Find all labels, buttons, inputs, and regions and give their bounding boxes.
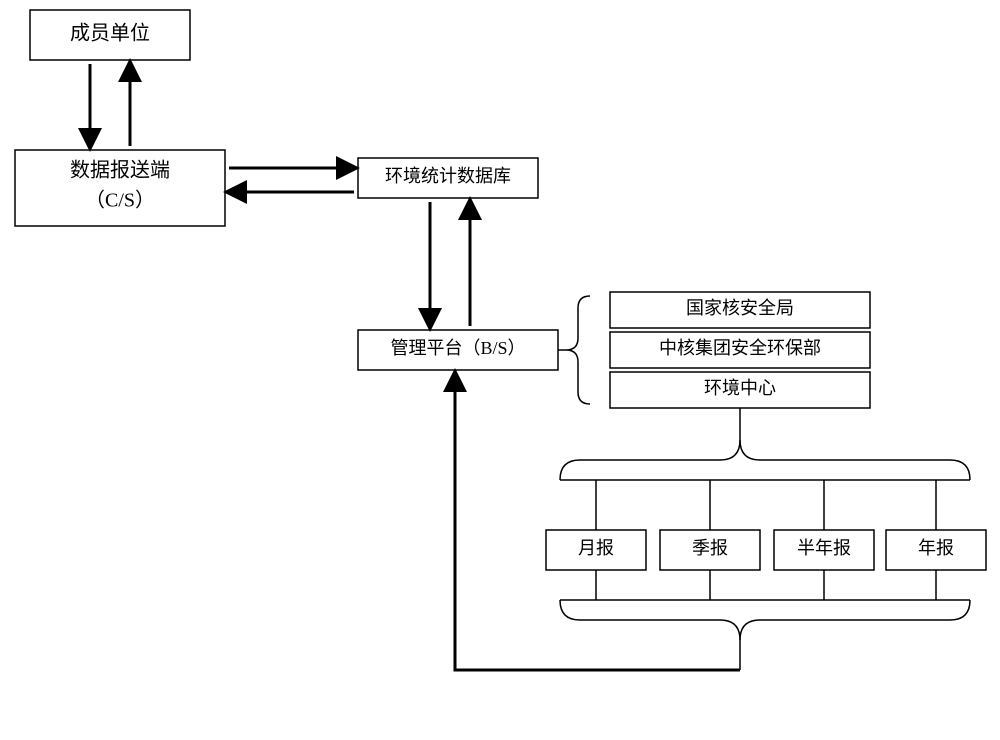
arrow-reports-to-platform <box>455 374 740 670</box>
svg-text:（C/S）: （C/S） <box>85 189 155 212</box>
node-report-quarterly: 季报 <box>660 530 760 570</box>
svg-text:月报: 月报 <box>578 538 614 558</box>
node-env-db: 环境统计数据库 <box>358 158 538 198</box>
arrow-db-to-platform <box>430 202 470 326</box>
svg-text:环境中心: 环境中心 <box>704 378 776 398</box>
arrow-member-to-sender <box>90 64 130 146</box>
node-report-monthly: 月报 <box>546 530 646 570</box>
svg-text:半年报: 半年报 <box>797 538 851 558</box>
node-mgmt-platform: 管理平台（B/S） <box>358 330 558 370</box>
svg-text:管理平台（B/S）: 管理平台（B/S） <box>390 338 525 358</box>
node-member-unit: 成员单位 <box>30 10 190 60</box>
svg-text:国家核安全局: 国家核安全局 <box>686 298 794 318</box>
svg-text:环境统计数据库: 环境统计数据库 <box>385 166 511 186</box>
node-report-semiannual: 半年报 <box>774 530 874 570</box>
svg-text:数据报送端: 数据报送端 <box>70 159 170 182</box>
node-org3: 环境中心 <box>610 372 870 408</box>
bracket-reports-bottom <box>560 570 970 670</box>
svg-text:成员单位: 成员单位 <box>70 22 150 45</box>
diagram-canvas: 成员单位 数据报送端 （C/S） 环境统计数据库 管理平台（B/S） 国家核安全… <box>0 0 1000 740</box>
svg-text:年报: 年报 <box>918 538 954 558</box>
arrow-sender-to-db <box>229 168 354 192</box>
svg-text:中核集团安全环保部: 中核集团安全环保部 <box>659 338 821 358</box>
node-report-annual: 年报 <box>886 530 986 570</box>
node-org1: 国家核安全局 <box>610 292 870 328</box>
svg-text:季报: 季报 <box>692 538 728 558</box>
node-org2: 中核集团安全环保部 <box>610 332 870 368</box>
node-data-sender: 数据报送端 （C/S） <box>15 150 225 226</box>
bracket-platform-to-orgs <box>558 296 590 404</box>
bracket-orgs-to-reports <box>560 408 970 530</box>
